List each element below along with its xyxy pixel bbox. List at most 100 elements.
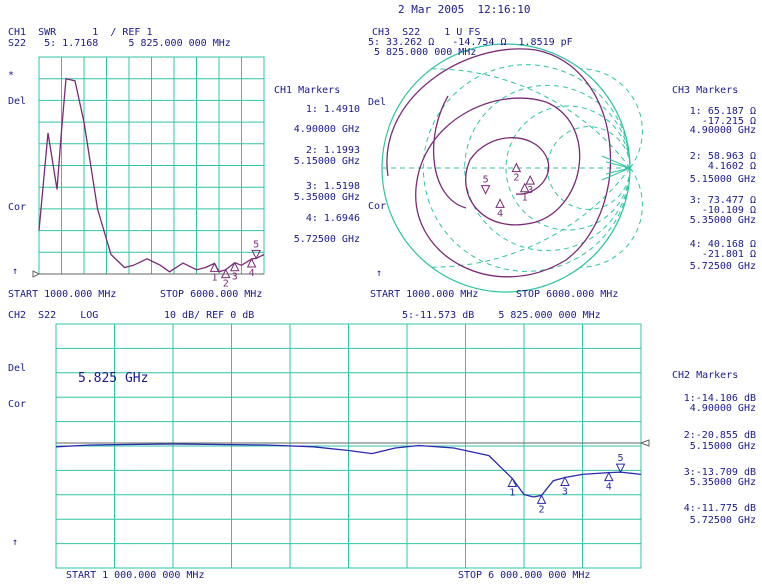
ch2-marker-label-5: 5 xyxy=(618,453,624,464)
ch3-marker3-freq: 5.35000 GHz xyxy=(689,215,756,226)
ch1-marker-label-3: 3 xyxy=(232,272,238,283)
ch2-marker-2 xyxy=(536,494,547,504)
ch2-marker-label-2: 2 xyxy=(539,504,545,515)
ch3-marker-3 xyxy=(525,175,536,185)
ch3-marker1-x: -17.215 Ω xyxy=(701,116,756,127)
ch1-grid xyxy=(38,56,265,275)
ch3-impedance-trace xyxy=(386,48,612,278)
ch1-side-cor: Cor xyxy=(8,202,27,213)
ch2-marker-3 xyxy=(560,476,570,486)
ch2-marker-label-4: 4 xyxy=(606,482,612,493)
ch2-marker-1 xyxy=(507,477,518,487)
ch3-marker-5 xyxy=(480,185,491,195)
ch2-marker1-freq: 4.90000 GHz xyxy=(689,403,756,414)
ch3-start: START 1000.000 MHz xyxy=(370,289,479,300)
ch3-marker-label-1: 1 xyxy=(522,193,528,204)
ch1-marker-label-1: 1 xyxy=(211,272,217,283)
ch2-marker5-readout: 5:-11.573 dB 5 825.000 000 MHz xyxy=(402,310,601,321)
ch1-marker-label-2: 2 xyxy=(223,279,229,290)
ch2-stop: STOP 6 000.000 000 MHz xyxy=(458,570,591,581)
ch1-ref-arrow xyxy=(32,270,41,278)
ch1-start: START 1000.000 MHz xyxy=(8,289,117,300)
ch2-annotation: 5.825 GHz xyxy=(78,371,149,386)
ch1-marker1-freq: 4.90000 GHz xyxy=(293,124,360,135)
ch2-marker2-value: 2:-20.855 dB xyxy=(683,430,756,441)
ch2-marker4-value: 4:-11.775 dB xyxy=(683,503,756,514)
ch3-marker-label-3: 3 xyxy=(527,185,533,196)
ch3-markers-title: CH3 Markers xyxy=(672,85,739,96)
ch3-marker-1 xyxy=(519,182,530,193)
ch3-marker-2 xyxy=(511,162,522,173)
ch3-marker1-r: 1: 65.187 Ω xyxy=(689,106,756,117)
ch3-marker-label-5: 5 xyxy=(483,175,489,186)
ch1-side-arrow: ↑ xyxy=(12,266,19,277)
ch3-marker2-r: 2: 58.963 Ω xyxy=(689,151,756,162)
ch1-stop: STOP 6000.000 MHz xyxy=(160,289,263,300)
ch2-scale: 10 dB/ REF 0 dB xyxy=(164,310,255,321)
ch2-trace xyxy=(55,439,650,498)
ch2-side-del: Del xyxy=(8,363,27,374)
ch2-markers-title: CH2 Markers xyxy=(672,370,739,381)
ch1-marker-label-5: 5 xyxy=(253,239,259,250)
ch3-side-arrow: ↑ xyxy=(376,268,383,279)
ch3-marker-4 xyxy=(495,198,505,208)
ch3-marker5-readout: 5: 33.262 Ω -14.754 Ω 1.8519 pF xyxy=(368,37,573,48)
ch1-side-star: * xyxy=(8,70,15,81)
ch2-marker1-value: 1:-14.106 dB xyxy=(683,393,756,404)
ch3-ref-arrow xyxy=(601,155,632,181)
ch3-marker-label-2: 2 xyxy=(513,173,519,184)
ch3-title: CH3 S22 1 U FS xyxy=(372,27,481,38)
ch2-ref-arrow xyxy=(639,439,650,447)
ch1-marker-2 xyxy=(220,268,231,279)
ch2-side-arrow: ↑ xyxy=(12,537,19,548)
ch1-marker-label-4: 4 xyxy=(249,268,255,279)
smith-reactance-arc xyxy=(505,167,631,293)
ch1-marker2-value: 2: 1.1993 xyxy=(305,145,360,156)
ch2-marker-4 xyxy=(604,471,614,482)
ch3-side-cor: Cor xyxy=(368,201,387,212)
ch2-s22-line xyxy=(55,443,642,498)
ch2-title: CH2 S22 LOG xyxy=(8,310,99,321)
ch2-marker-label-1: 1 xyxy=(509,487,515,498)
ch1-title: CH1 SWR 1 / REF 1 xyxy=(8,27,153,38)
ch1-marker5-readout: S22 5: 1.7168 5 825.000 000 MHz xyxy=(8,38,231,49)
ch2-grid xyxy=(55,323,642,569)
ch1-marker-3 xyxy=(229,261,240,272)
ch2-marker4-freq: 5.72500 GHz xyxy=(689,515,756,526)
ch1-marker4-value: 4: 1.6946 xyxy=(305,213,360,224)
ch3-marker1-freq: 4.90000 GHz xyxy=(689,125,756,136)
ch3-stop: STOP 6000.000 MHz xyxy=(516,289,619,300)
ch1-marker4-freq: 5.72500 GHz xyxy=(293,234,360,245)
ch1-marker2-freq: 5.15000 GHz xyxy=(293,156,360,167)
ch2-marker3-freq: 5.35000 GHz xyxy=(689,477,756,488)
ch2-marker2-freq: 5.15000 GHz xyxy=(689,441,756,452)
ch3-marker-label-4: 4 xyxy=(497,208,503,219)
smith-reactance-arc xyxy=(580,68,643,169)
ch3-marker4-r: 4: 40.168 Ω xyxy=(689,239,756,250)
ch3-trace xyxy=(386,48,632,278)
smith-reactance-arc xyxy=(431,68,631,169)
ch1-marker3-freq: 5.35000 GHz xyxy=(293,192,360,203)
ch3-side-del: Del xyxy=(368,97,387,108)
ch1-side-del: Del xyxy=(8,96,27,107)
ch3-marker4-x: -21.801 Ω xyxy=(701,249,756,260)
datetime: 2 Mar 2005 12:16:10 xyxy=(398,3,531,16)
ch1-marker-1 xyxy=(209,262,220,272)
ch2-side-cor: Cor xyxy=(8,399,27,410)
ch1-marker-4 xyxy=(246,257,257,268)
ch3-marker3-x: -10.109 Ω xyxy=(701,205,756,216)
ch3-impedance-trace-tail xyxy=(432,95,467,209)
ch3-marker2-x: 4.1602 Ω xyxy=(707,161,756,172)
ch3-marker3-r: 3: 73.477 Ω xyxy=(689,195,756,206)
ch3-marker4-freq: 5.72500 GHz xyxy=(689,261,756,272)
ch1-markers-title: CH1 Markers xyxy=(274,85,341,96)
ch3-marker2-freq: 5.15000 GHz xyxy=(689,174,756,185)
ch1-marker1-value: 1: 1.4910 xyxy=(305,104,360,115)
smith-reactance-arc xyxy=(580,167,643,268)
ch2-marker3-value: 3:-13.709 dB xyxy=(683,467,756,478)
ch2-marker-5 xyxy=(615,463,626,474)
ch2-start: START 1 000.000 000 MHz xyxy=(66,570,205,581)
ch1-trace xyxy=(32,77,265,278)
